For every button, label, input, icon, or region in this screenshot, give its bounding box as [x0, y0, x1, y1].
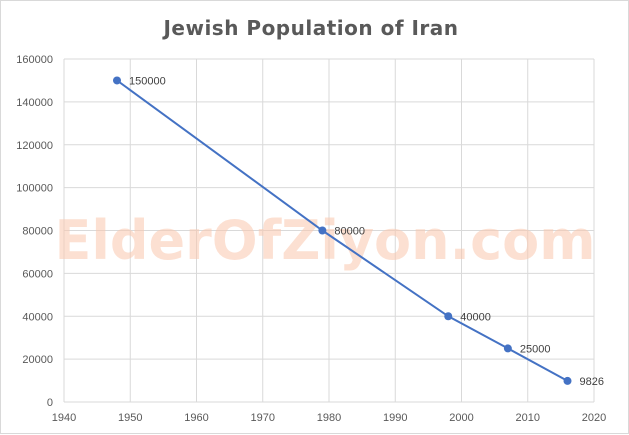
y-tick-label: 60000	[22, 268, 53, 280]
chart-title: Jewish Population of Iran	[161, 16, 458, 40]
series	[113, 76, 572, 385]
watermark-text: ElderOfZiyon.com	[54, 209, 595, 272]
x-tick-label: 1990	[383, 412, 407, 424]
data-label: 80000	[334, 226, 365, 238]
data-label: 150000	[129, 75, 166, 87]
x-tick-label: 1950	[118, 412, 142, 424]
y-tick-label: 100000	[16, 183, 53, 195]
x-tick-label: 2000	[449, 412, 473, 424]
data-label: 25000	[520, 343, 551, 355]
y-tick-label: 160000	[16, 54, 53, 66]
x-tick-label: 2020	[582, 412, 606, 424]
data-label: 9826	[580, 376, 604, 388]
data-point	[503, 344, 512, 353]
data-labels: 150000 80000 40000 25000 9826	[129, 75, 604, 387]
y-tick-label: 20000	[22, 354, 53, 366]
data-label: 40000	[460, 311, 491, 323]
x-tick-label: 2010	[516, 412, 540, 424]
x-tick-label: 1960	[184, 412, 208, 424]
data-point	[444, 312, 453, 321]
x-tick-label: 1940	[52, 412, 76, 424]
y-tick-label: 40000	[22, 311, 53, 323]
grid	[63, 58, 595, 403]
x-tick-label: 1980	[317, 412, 341, 424]
x-tick-label: 1970	[251, 412, 275, 424]
data-point	[113, 76, 121, 85]
data-point	[563, 376, 572, 385]
y-tick-label: 120000	[16, 140, 53, 152]
y-tick-label: 80000	[22, 226, 53, 238]
axis-ticks: 0 20000 40000 60000 80000 100000 120000 140000 1…	[16, 54, 606, 424]
y-tick-label: 0	[47, 397, 53, 409]
y-tick-label: 140000	[16, 97, 53, 109]
data-point	[318, 226, 327, 235]
